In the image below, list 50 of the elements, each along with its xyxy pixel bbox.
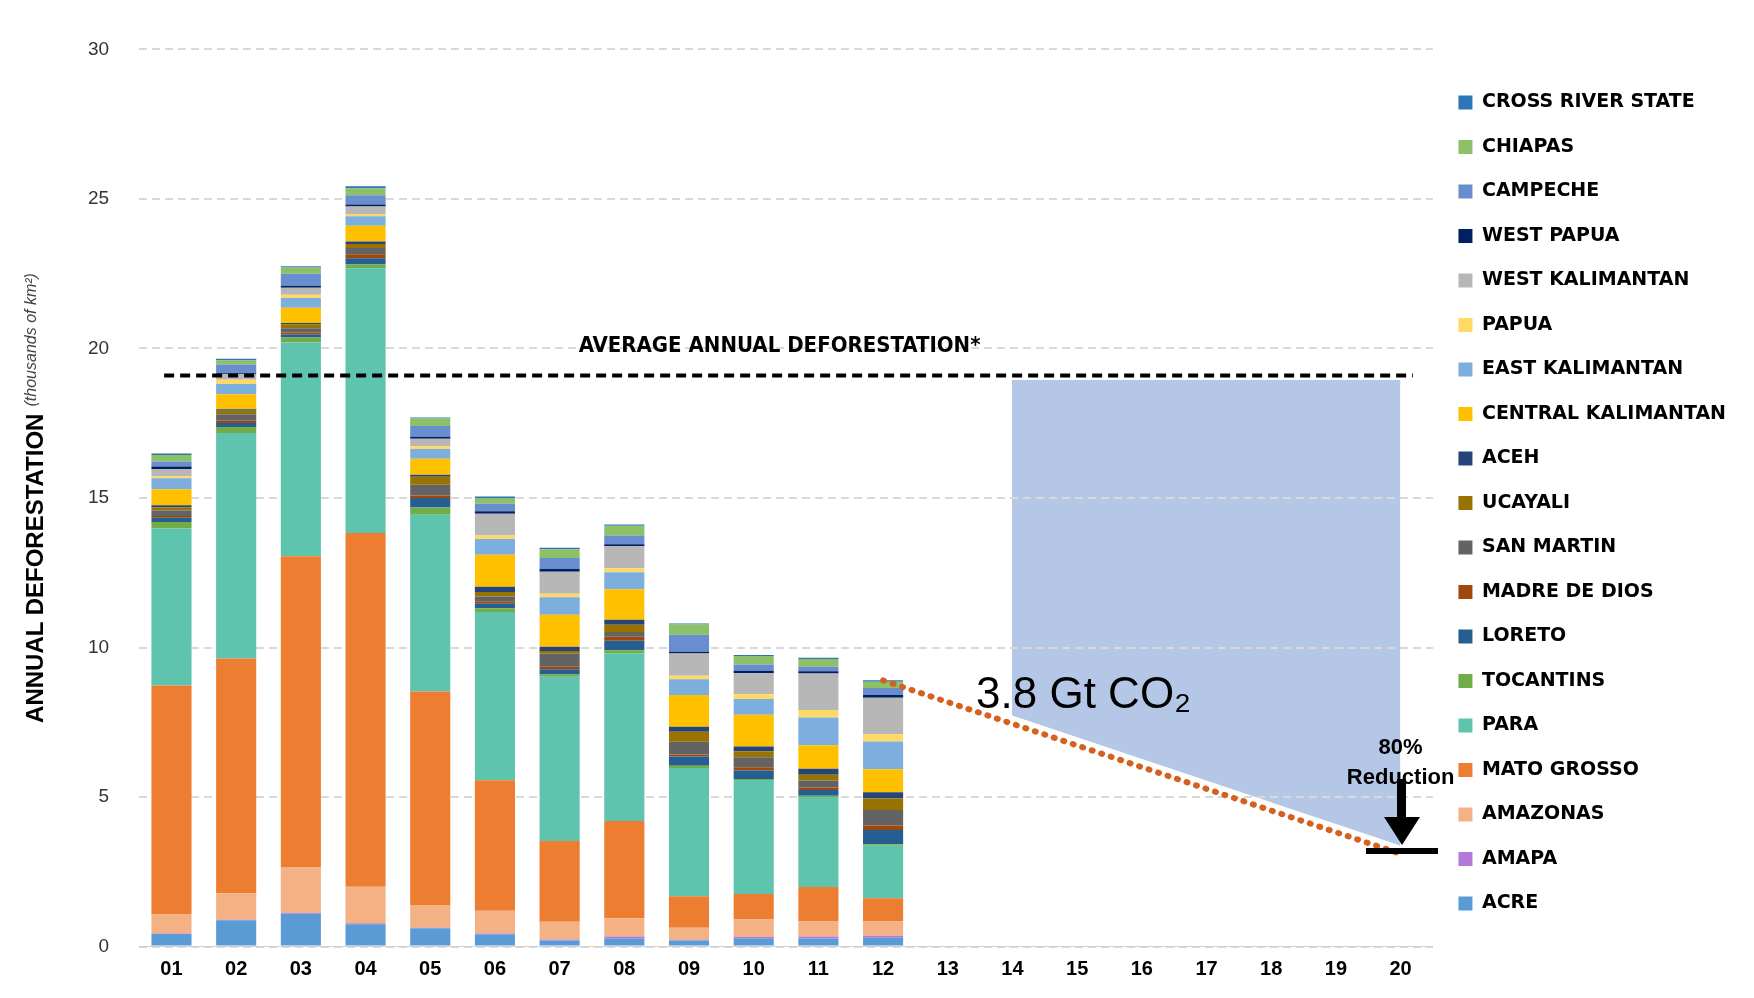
legend-label: CROSS RIVER STATE xyxy=(1481,89,1695,112)
ref-line-label: AVERAGE ANNUAL DEFORESTATION* xyxy=(578,332,981,358)
y-tick-label: 20 xyxy=(87,336,110,358)
legend-label: PARA xyxy=(1481,712,1539,735)
legend-label: AMAPA xyxy=(1481,845,1558,868)
legend-label: ACRE xyxy=(1481,890,1539,913)
x-tick-label: 13 xyxy=(936,957,959,980)
x-tick-label: 17 xyxy=(1195,957,1218,980)
legend-label: TOCANTINS xyxy=(1481,667,1606,690)
legend-label: SAN MARTIN xyxy=(1481,534,1617,557)
legend-label: MADRE DE DIOS xyxy=(1481,578,1654,601)
legend-label: UCAYALI xyxy=(1481,489,1571,512)
x-tick-label: 05 xyxy=(419,957,442,980)
legend-label: CAMPECHE xyxy=(1481,178,1600,201)
legend-label: EAST KALIMANTAN xyxy=(1481,356,1684,379)
x-tick-label: 03 xyxy=(289,957,312,980)
annotation: 80% Reduction xyxy=(1346,733,1455,789)
y-tick-label: 5 xyxy=(98,785,110,807)
y-tick-label: 0 xyxy=(98,934,110,956)
legend-label: CHIAPAS xyxy=(1481,133,1575,156)
x-tick-label: 01 xyxy=(160,957,183,980)
x-tick-label: 11 xyxy=(807,957,829,980)
x-tick-label: 07 xyxy=(548,957,571,980)
x-tick-label: 09 xyxy=(677,957,701,980)
y-tick-label: 30 xyxy=(87,37,110,59)
legend-label: ACEH xyxy=(1481,445,1540,468)
x-tick-label: 08 xyxy=(613,957,636,980)
x-tick-label: 02 xyxy=(225,957,248,980)
x-tick-label: 18 xyxy=(1260,957,1283,980)
legend-label: LORETO xyxy=(1481,623,1567,646)
legend-label: MATO GROSSO xyxy=(1481,756,1639,779)
x-tick-label: 04 xyxy=(354,957,378,980)
legend-label: WEST PAPUA xyxy=(1481,222,1620,245)
x-tick-label: 12 xyxy=(871,957,895,980)
x-tick-label: 20 xyxy=(1389,957,1412,980)
legend-label: WEST KALIMANTAN xyxy=(1481,267,1690,290)
legend-label: PAPUA xyxy=(1481,311,1553,334)
legend-label: CENTRAL KALIMANTAN xyxy=(1481,400,1727,423)
y-tick-label: 25 xyxy=(87,187,110,209)
y-axis-title: ANNUAL DEFORESTATION (thousands of km²) xyxy=(20,273,48,723)
x-tick-label: 16 xyxy=(1130,957,1153,980)
y-tick-label: 10 xyxy=(87,635,110,657)
legend-label: AMAZONAS xyxy=(1481,801,1605,824)
x-tick-label: 06 xyxy=(483,957,507,980)
annotation: 3.8 Gt CO₂ xyxy=(976,667,1192,717)
x-tick-label: 10 xyxy=(742,957,765,980)
x-tick-label: 15 xyxy=(1066,957,1089,980)
x-tick-label: 14 xyxy=(1001,957,1025,980)
x-tick-label: 19 xyxy=(1324,957,1348,980)
y-tick-label: 15 xyxy=(87,486,110,508)
